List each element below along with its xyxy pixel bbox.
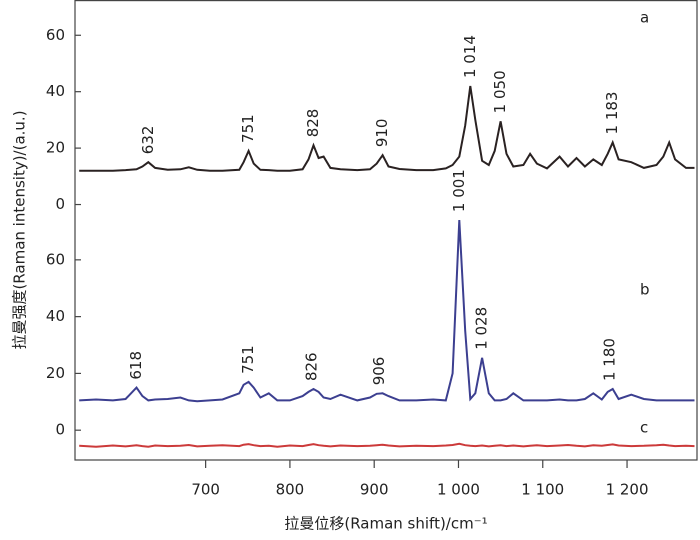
spectrum-line (79, 85, 695, 172)
peak-label: 751 (239, 345, 257, 374)
y-tick-label: 40 (46, 307, 65, 325)
peak-label: 910 (373, 119, 391, 148)
x-tick-label: 1 000 (437, 481, 480, 499)
y-tick-label: 20 (46, 139, 65, 157)
series-label: b (640, 281, 650, 299)
y-tick-label: 60 (46, 26, 65, 44)
peak-label: 1 014 (461, 35, 479, 78)
peak-label: 1 050 (491, 70, 509, 113)
peak-label: 632 (139, 126, 157, 155)
peak-label: 1 028 (473, 307, 491, 350)
peak-label: 751 (239, 114, 257, 143)
y-tick-label: 0 (55, 421, 65, 439)
x-tick-label: 800 (276, 481, 305, 499)
y-tick-label: 60 (46, 250, 65, 268)
x-tick-label: 900 (360, 481, 389, 499)
x-tick-label: 1 200 (606, 481, 649, 499)
x-axis-title: 拉曼位移(Raman shift)/cm⁻¹ (284, 515, 487, 533)
y-axis-title: 拉曼强度(Raman intensity)/(a.u.) (11, 110, 29, 349)
y-tick-label: 20 (46, 364, 65, 382)
peak-label: 618 (127, 351, 145, 380)
x-tick-label: 1 100 (521, 481, 564, 499)
plot-frame (74, 0, 698, 461)
y-tick-label: 0 (55, 195, 65, 213)
peak-label: 826 (302, 352, 320, 381)
peak-label: 828 (304, 109, 322, 138)
x-tick-label: 700 (191, 481, 220, 499)
peak-label: 1 183 (603, 92, 621, 135)
spectrum-line (79, 220, 695, 403)
series-label: c (640, 419, 648, 437)
peak-label: 906 (370, 357, 388, 386)
spectrum-line (79, 442, 695, 448)
peak-label: 1 180 (601, 338, 619, 381)
peak-label: 1 001 (450, 169, 468, 212)
y-tick-label: 40 (46, 82, 65, 100)
series-label: a (640, 9, 649, 27)
